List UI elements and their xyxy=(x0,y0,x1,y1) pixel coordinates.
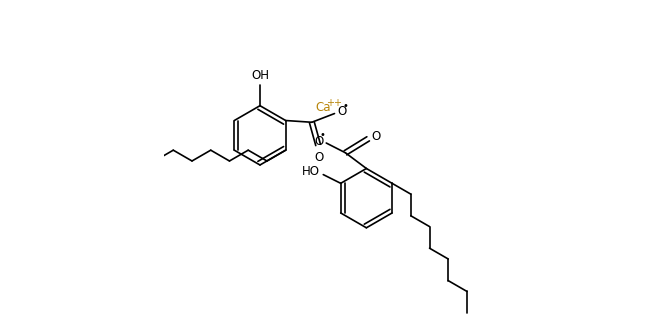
Text: O: O xyxy=(337,105,347,118)
Text: O: O xyxy=(314,135,324,148)
Text: Ca: Ca xyxy=(316,101,332,114)
Text: OH: OH xyxy=(251,69,269,82)
Text: •: • xyxy=(343,101,349,111)
Text: O: O xyxy=(371,130,380,143)
Text: •: • xyxy=(320,130,326,140)
Text: HO: HO xyxy=(302,165,320,178)
Text: O: O xyxy=(314,151,324,164)
Text: ++: ++ xyxy=(326,98,341,108)
